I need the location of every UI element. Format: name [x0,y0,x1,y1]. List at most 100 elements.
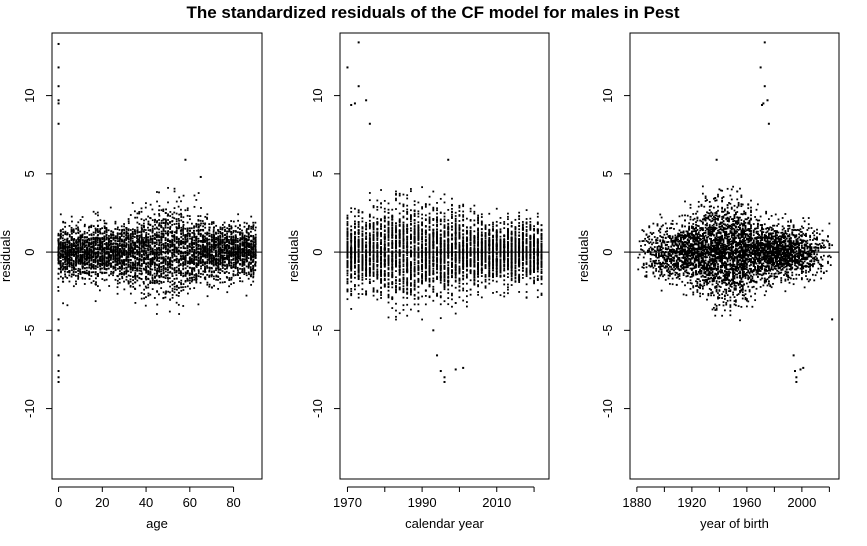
residual-point [234,258,237,261]
residual-point [114,236,117,239]
residual-point [119,232,121,235]
residual-point [350,253,353,255]
residual-point [121,228,123,231]
residual-point [197,215,200,218]
residual-point [134,257,136,260]
residual-point [162,281,165,283]
residual-point [147,233,150,236]
residual-point [136,212,139,215]
residual-point [121,249,123,252]
residual-point [197,233,200,236]
residual-point [107,229,110,232]
residual-point [108,262,110,265]
residual-point [213,284,215,287]
residual-point [208,229,211,232]
residual-point [64,246,67,249]
residual-point [201,244,204,246]
residual-point [167,256,170,259]
residual-point [171,272,174,275]
residual-point [237,255,239,258]
residual-point [153,257,156,260]
residual-point [167,219,169,221]
residual-point [199,224,202,227]
residual-point [83,240,86,243]
residual-point [131,231,134,234]
residual-point [155,226,158,229]
residual-point [134,241,137,244]
residual-point [72,247,75,250]
residual-point [70,275,73,278]
residual-point [66,246,68,249]
residual-point [131,266,134,269]
residual-point [357,209,360,212]
residual-point [145,250,147,252]
residual-point [365,256,368,259]
residual-point [123,249,126,252]
residual-point [90,241,93,244]
residual-point [88,272,91,274]
residual-point [112,237,115,240]
residual-point [119,248,122,251]
residual-point [71,266,73,269]
residual-point [60,266,62,268]
residual-point [136,221,139,224]
residual-point [245,229,248,232]
residual-point [127,228,130,231]
residual-point [186,253,189,256]
residual-point [70,215,73,218]
residual-point [131,261,134,264]
residual-point [79,244,82,247]
residual-point [112,250,115,253]
residual-point [151,237,154,240]
residual-point [112,261,114,264]
residual-point [138,231,141,233]
residual-point [70,264,73,267]
residual-point [200,267,202,270]
residual-point [140,210,143,213]
residual-point [180,274,182,277]
residual-point [85,254,88,256]
residual-point [175,277,178,280]
residual-point [157,239,160,241]
residual-point [140,234,143,237]
residual-point [346,242,349,245]
residual-point [79,256,82,259]
residual-point [201,260,204,262]
residual-point [178,213,181,216]
residual-point [346,240,349,243]
residual-point [234,251,237,254]
residual-point [127,256,130,258]
residual-point [77,277,80,280]
residual-point [59,234,62,236]
residual-point [127,218,130,220]
residual-point [245,272,248,274]
residual-point [77,226,79,229]
residual-point [151,257,154,260]
residual-point [73,268,75,271]
residual-point [103,272,106,274]
residual-point [164,212,167,214]
residual-point [167,186,169,189]
residual-point [357,245,360,247]
residual-point [212,221,215,223]
residual-point [88,241,90,244]
residual-point [149,217,152,220]
residual-point [195,281,198,284]
residual-point [202,238,205,241]
residual-point [156,269,158,272]
residual-point [70,257,73,259]
residual-point [99,231,102,234]
residual-point [365,270,368,273]
residual-point [175,220,178,223]
residual-point [77,258,80,261]
residual-point [117,246,119,248]
residual-point [118,244,121,247]
residual-point [346,274,349,277]
residual-point [162,291,165,294]
residual-point [368,213,371,216]
residual-point [92,261,95,264]
residual-point [64,275,67,278]
residual-point [202,234,204,237]
residual-point [147,258,149,260]
residual-point [147,220,150,223]
